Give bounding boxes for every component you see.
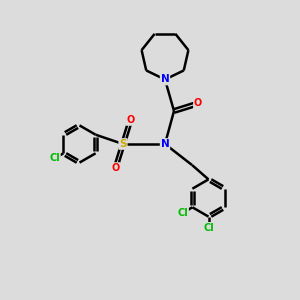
Text: O: O: [111, 163, 120, 173]
Text: N: N: [160, 74, 169, 85]
Text: O: O: [194, 98, 202, 109]
Text: Cl: Cl: [203, 223, 214, 233]
Text: N: N: [160, 139, 169, 149]
Text: S: S: [119, 139, 127, 149]
Text: O: O: [126, 115, 135, 125]
Text: Cl: Cl: [177, 208, 188, 218]
Text: Cl: Cl: [49, 153, 60, 164]
